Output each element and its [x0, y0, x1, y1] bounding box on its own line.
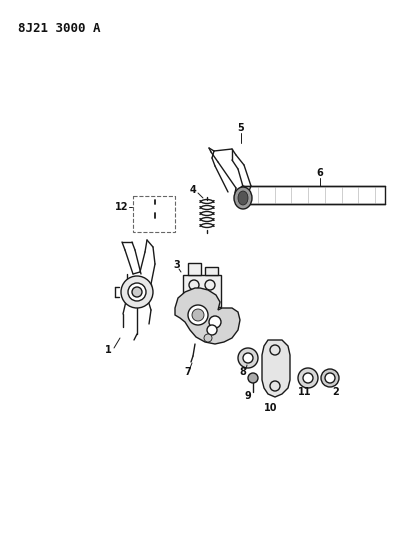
Circle shape — [207, 325, 217, 335]
Circle shape — [132, 287, 142, 297]
Text: 10: 10 — [264, 403, 278, 413]
Polygon shape — [262, 340, 290, 397]
Text: 8J21 3000 A: 8J21 3000 A — [18, 22, 101, 35]
Text: 9: 9 — [245, 391, 251, 401]
Circle shape — [188, 305, 208, 325]
Ellipse shape — [238, 191, 248, 205]
Text: 1: 1 — [105, 345, 111, 355]
Circle shape — [128, 283, 146, 301]
Polygon shape — [205, 267, 218, 275]
Circle shape — [298, 368, 318, 388]
Circle shape — [204, 334, 212, 342]
Circle shape — [238, 348, 258, 368]
Polygon shape — [183, 275, 221, 307]
Circle shape — [303, 373, 313, 383]
Text: 3: 3 — [174, 260, 180, 270]
Circle shape — [192, 309, 204, 321]
Circle shape — [243, 353, 253, 363]
Text: 6: 6 — [317, 168, 323, 178]
Text: 7: 7 — [184, 367, 191, 377]
Text: 12: 12 — [115, 202, 129, 212]
Text: 5: 5 — [238, 123, 244, 133]
Circle shape — [121, 276, 153, 308]
Circle shape — [321, 369, 339, 387]
Text: 11: 11 — [298, 387, 312, 397]
Text: 8: 8 — [239, 367, 247, 377]
FancyBboxPatch shape — [133, 196, 175, 232]
Circle shape — [248, 373, 258, 383]
Text: 4: 4 — [190, 185, 196, 195]
Circle shape — [206, 294, 214, 302]
Ellipse shape — [234, 187, 252, 209]
Polygon shape — [175, 288, 240, 344]
Ellipse shape — [239, 186, 247, 204]
Circle shape — [325, 373, 335, 383]
Polygon shape — [188, 263, 201, 275]
Text: 2: 2 — [332, 387, 339, 397]
Circle shape — [209, 316, 221, 328]
